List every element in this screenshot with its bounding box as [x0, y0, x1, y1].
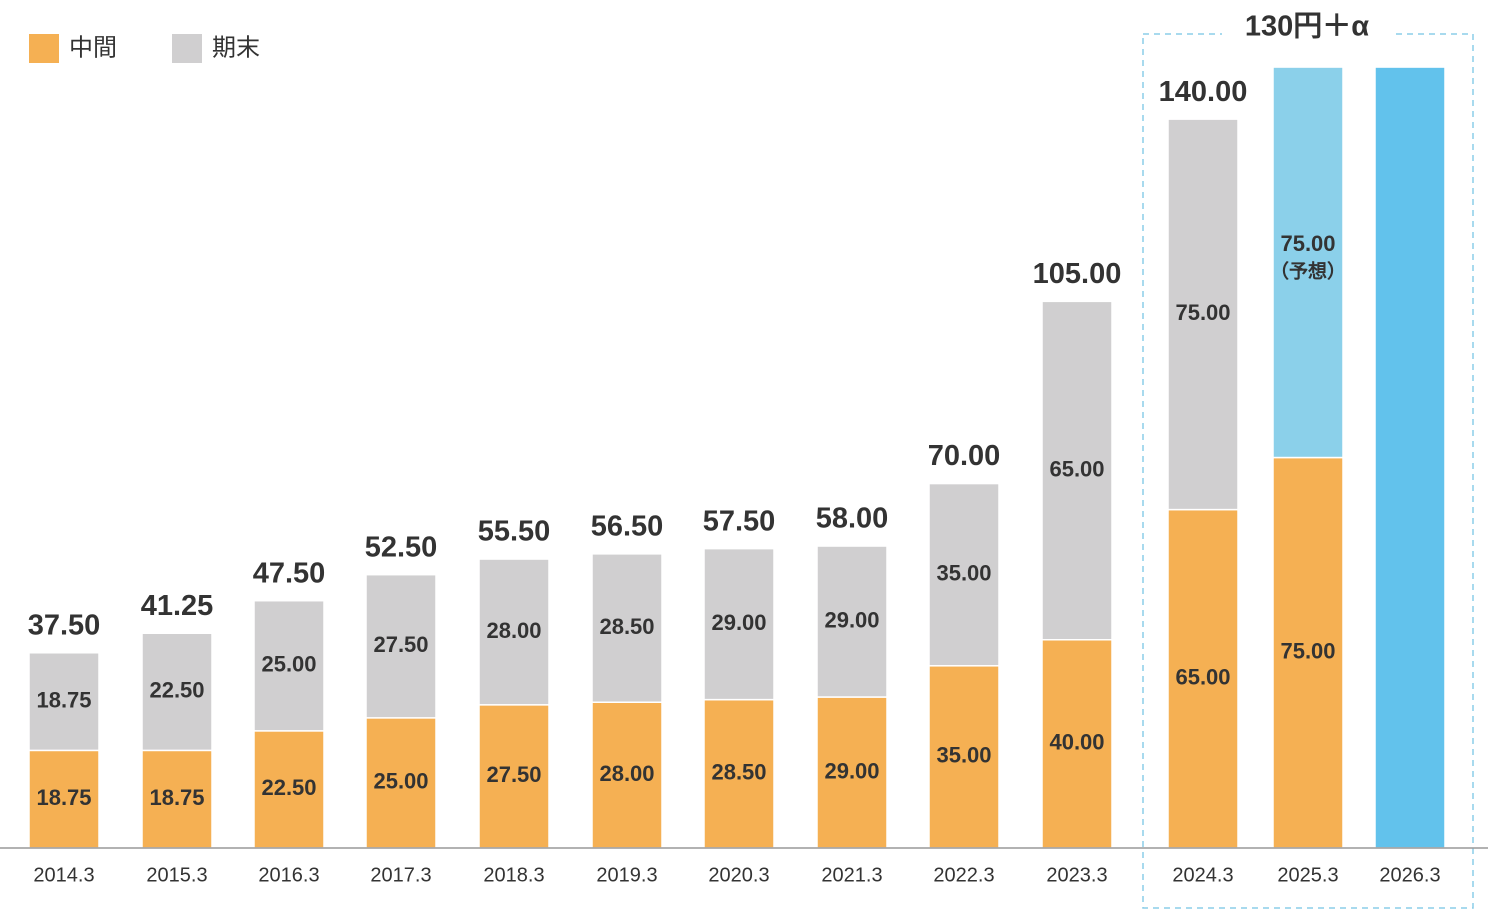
bar-segment — [253, 599, 325, 732]
bar-segment — [141, 632, 213, 752]
bar-segment — [591, 701, 663, 849]
x-tick-label: 2023.3 — [1046, 864, 1107, 886]
x-tick-label: 2015.3 — [146, 864, 207, 886]
x-tick-label: 2017.3 — [370, 864, 431, 886]
segment-label: 25.00 — [261, 652, 316, 677]
x-tick-label: 2026.3 — [1379, 864, 1440, 886]
annotation: （予想） — [1270, 259, 1346, 282]
total-label: 57.50 — [703, 505, 776, 537]
total-label: 37.50 — [28, 609, 101, 641]
segment-label: 35.00 — [936, 560, 991, 585]
bar-segment — [928, 482, 1000, 667]
total-label: 70.00 — [928, 440, 1001, 472]
x-tick-label: 2022.3 — [933, 864, 994, 886]
segment-label: 40.00 — [1049, 730, 1104, 755]
total-label: 105.00 — [1033, 258, 1122, 290]
bar-segment — [253, 730, 325, 849]
x-tick-label: 2021.3 — [821, 864, 882, 886]
bar-segment — [365, 717, 437, 849]
bar-segment — [28, 652, 100, 752]
segment-label: 18.75 — [149, 785, 204, 810]
segment-label: 28.50 — [599, 614, 654, 639]
bar-segment — [478, 704, 550, 849]
segment-label: 65.00 — [1175, 665, 1230, 690]
segment-label: 29.00 — [824, 607, 879, 632]
total-label: 47.50 — [253, 557, 326, 589]
segment-label: 28.00 — [599, 761, 654, 786]
bar-segment — [1374, 66, 1446, 849]
bar-segment — [478, 558, 550, 706]
legend-label: 中間 — [69, 34, 117, 61]
bar-segment — [816, 545, 888, 698]
bar-segment — [28, 749, 100, 849]
segment-label: 27.50 — [373, 632, 428, 657]
segment-label: 27.50 — [486, 762, 541, 787]
segment-label: 18.75 — [36, 687, 91, 712]
total-label: 41.25 — [141, 590, 214, 622]
segment-label: 28.00 — [486, 618, 541, 643]
bar-segment — [1041, 300, 1113, 641]
x-tick-label: 2024.3 — [1172, 864, 1233, 886]
bar-segment — [591, 553, 663, 703]
bar-segment — [928, 665, 1000, 849]
x-tick-label: 2020.3 — [708, 864, 769, 886]
x-tick-label: 2016.3 — [258, 864, 319, 886]
segment-label: 65.00 — [1049, 456, 1104, 481]
segment-label: 29.00 — [824, 758, 879, 783]
total-label: 56.50 — [591, 511, 664, 543]
legend-swatch — [172, 34, 202, 63]
x-tick-label: 2025.3 — [1277, 864, 1338, 886]
legend-label: 期末 — [212, 34, 260, 61]
segment-label: 25.00 — [373, 769, 428, 794]
segment-label: 29.00 — [711, 610, 766, 635]
total-label: 55.50 — [478, 516, 551, 548]
bar-segment — [703, 547, 775, 701]
bar-segment — [816, 696, 888, 849]
total-label: 52.50 — [365, 531, 438, 563]
segment-label: 22.50 — [149, 678, 204, 703]
bar-segment — [1167, 118, 1239, 511]
legend-swatch — [29, 34, 59, 63]
segment-label: 18.75 — [36, 785, 91, 810]
x-tick-label: 2019.3 — [596, 864, 657, 886]
total-label: 140.00 — [1159, 76, 1248, 108]
bar-segment — [1272, 66, 1344, 459]
x-tick-label: 2018.3 — [483, 864, 544, 886]
bar-segment — [1041, 639, 1113, 849]
bar-segment — [365, 573, 437, 719]
total-label: 58.00 — [816, 503, 889, 535]
segment-label: 75.00 — [1280, 231, 1335, 256]
title-bg — [1222, 10, 1392, 50]
x-tick-label: 2014.3 — [33, 864, 94, 886]
segment-label: 22.50 — [261, 775, 316, 800]
chart-title: 130円＋α — [1245, 11, 1369, 43]
segment-label: 75.00 — [1280, 639, 1335, 664]
segment-label: 75.00 — [1175, 300, 1230, 325]
segment-label: 35.00 — [936, 743, 991, 768]
segment-label: 28.50 — [711, 760, 766, 785]
